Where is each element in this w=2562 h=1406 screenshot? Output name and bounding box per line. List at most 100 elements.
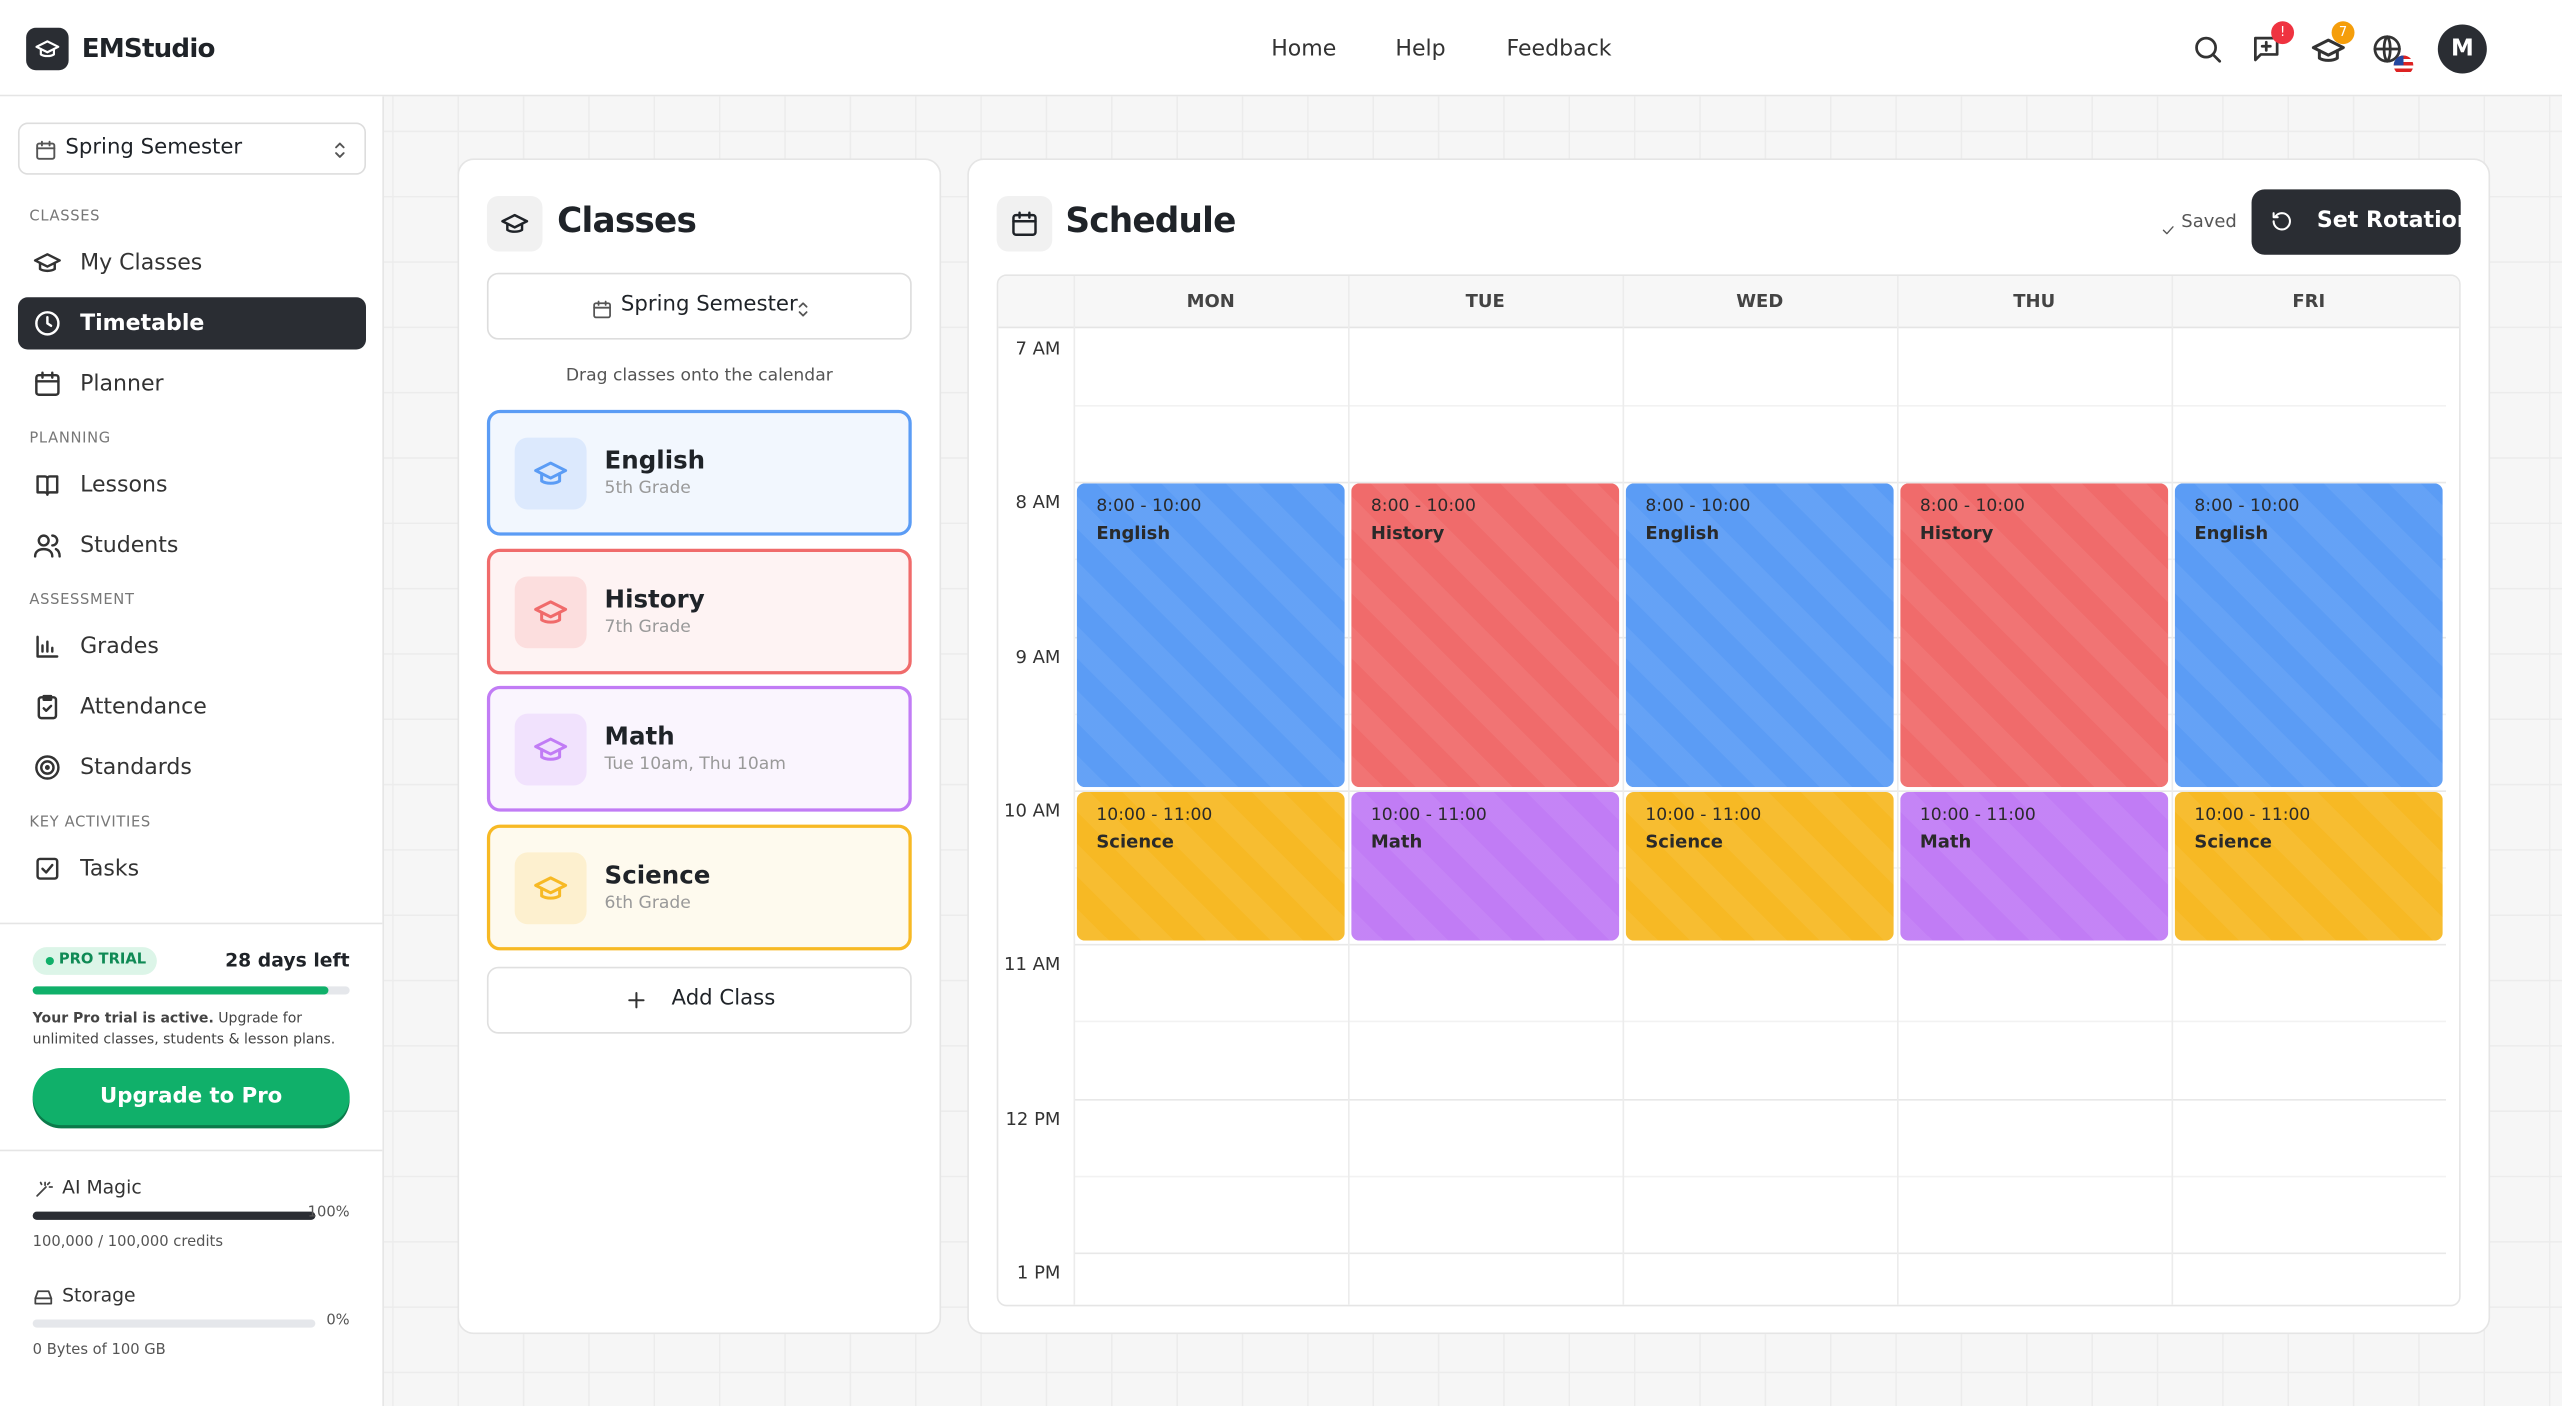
event-block[interactable]: 10:00 - 11:00 Math (1351, 791, 1620, 941)
nav-icon (33, 369, 62, 405)
event-block[interactable]: 10:00 - 11:00 Science (1625, 791, 1894, 941)
hour-line (1073, 482, 2446, 484)
language-icon[interactable] (2371, 33, 2404, 72)
nav-item[interactable]: Tasks (18, 843, 366, 895)
saved-status: Saved (2181, 210, 2237, 232)
usage-detail: 100,000 / 100,000 credits (32, 1234, 223, 1251)
usage-detail: 0 Bytes of 100 GB (32, 1342, 166, 1359)
event-time: 8:00 - 10:00 (1370, 496, 1476, 517)
sidebar: Spring Semester CLASSES My Classes Timetabl… (0, 96, 384, 1406)
event-name: History (1370, 523, 1445, 545)
day-line (2171, 275, 2174, 1305)
nav-icon (33, 692, 62, 728)
section-label: PLANNING (29, 431, 111, 448)
class-card[interactable]: Science 6th Grade (486, 823, 912, 950)
nav-link[interactable]: Help (1395, 35, 1446, 63)
nav-item[interactable]: Standards (18, 741, 366, 793)
check-icon (2160, 214, 2176, 245)
class-icon (514, 437, 587, 510)
event-block[interactable]: 8:00 - 10:00 History (1351, 483, 1620, 787)
event-time: 10:00 - 11:00 (1919, 804, 2036, 825)
usage-icon (33, 1176, 54, 1207)
classes-icon[interactable] (2310, 33, 2346, 75)
event-block[interactable]: 8:00 - 10:00 English (1625, 483, 1894, 787)
header: EMStudio Home Help Feedback! 7 M (0, 0, 2562, 97)
nav-item[interactable]: Lessons (18, 459, 366, 511)
nav-item[interactable]: Students (18, 519, 366, 571)
usage-percent: 100% (307, 1205, 350, 1222)
trial-note: Your Pro trial is active. Upgrade for un… (33, 1009, 360, 1051)
nav-icon (33, 531, 62, 567)
event-name: Science (1645, 831, 1723, 853)
nav-icon (33, 248, 62, 284)
nav-label: Grades (80, 633, 159, 660)
day-label: THU (2013, 290, 2056, 312)
event-time: 8:00 - 10:00 (1096, 496, 1202, 517)
event-time: 8:00 - 10:00 (1919, 496, 2025, 517)
event-block[interactable]: 10:00 - 11:00 Science (1076, 791, 1345, 941)
class-icon (514, 575, 587, 648)
semester-select[interactable]: Spring Semester (17, 122, 367, 175)
event-name: English (1096, 523, 1171, 545)
nav-item[interactable]: Planner (18, 358, 366, 410)
nav-label: Standards (80, 754, 192, 781)
nav-label: My Classes (80, 249, 203, 276)
nav-link[interactable]: Feedback (1506, 35, 1612, 63)
event-block[interactable]: 8:00 - 10:00 English (1076, 483, 1345, 787)
nav-link[interactable]: Home (1271, 35, 1337, 63)
panel-title: Schedule (1065, 200, 1236, 241)
event-block[interactable]: 8:00 - 10:00 English (2174, 483, 2443, 787)
avatar[interactable]: M (2437, 24, 2487, 74)
logo[interactable] (26, 27, 69, 71)
event-name: Math (1919, 831, 1972, 853)
hour-line (1073, 1252, 2446, 1254)
schedule-grid: 7 AM 8 AM 9 AM 10 AM 11 AM 12 PM 1 PM MON 8:00 -… (996, 274, 2461, 1307)
class-name: English (604, 445, 706, 476)
event-block[interactable]: 8:00 - 10:00 History (1900, 483, 2169, 787)
class-icon (514, 713, 587, 786)
nav-label: Tasks (80, 855, 140, 882)
time-label: 1 PM (1016, 1261, 1061, 1284)
time-label: 8 AM (1015, 492, 1061, 514)
search-icon[interactable] (2191, 33, 2224, 72)
event-block[interactable]: 10:00 - 11:00 Science (2174, 791, 2443, 941)
event-block[interactable]: 10:00 - 11:00 Math (1900, 791, 2169, 941)
chevrons (792, 296, 813, 327)
nav-item[interactable]: My Classes (18, 237, 366, 289)
half-hour-line (1073, 1175, 2446, 1177)
event-name: Math (1370, 831, 1423, 853)
time-label: 10 AM (1004, 799, 1061, 822)
rotate-icon (2270, 209, 2295, 240)
upgrade-button[interactable]: Upgrade to Pro (32, 1067, 350, 1126)
nav-item[interactable]: Attendance (18, 681, 366, 733)
panel-icon (996, 195, 1053, 252)
event-time: 8:00 - 10:00 (1645, 496, 1751, 517)
class-card[interactable]: Math Tue 10am, Thu 10am (486, 685, 912, 812)
nav-label: Timetable (80, 310, 205, 337)
hint: Drag classes onto the calendar (565, 365, 833, 386)
time-label: 12 PM (1005, 1107, 1061, 1130)
class-card[interactable]: English 5th Grade (486, 409, 912, 536)
class-subtitle: 5th Grade (604, 478, 691, 499)
semester-select[interactable]: Spring Semester (486, 272, 912, 340)
day-line (1347, 275, 1350, 1305)
nav-icon (33, 470, 62, 506)
brand[interactable]: EMStudio (81, 32, 216, 64)
set-rotation-label: Set Rotation (2316, 207, 2473, 234)
section-label: ASSESSMENT (29, 592, 135, 610)
chevrons (328, 137, 351, 168)
class-card[interactable]: History 7th Grade (486, 547, 912, 674)
event-time: 10:00 - 11:00 (1370, 804, 1487, 825)
trial-badge: PRO TRIAL (32, 947, 158, 975)
nav-item[interactable]: Timetable (17, 297, 367, 350)
class-name: History (604, 583, 705, 614)
notification-badge: 7 (2331, 21, 2355, 45)
usage-label: Storage (62, 1283, 136, 1307)
nav-icon (33, 632, 62, 668)
add-class-button[interactable]: Add Class (486, 966, 912, 1034)
nav-item[interactable]: Grades (18, 621, 366, 673)
event-time: 10:00 - 11:00 (1096, 804, 1213, 825)
class-name: Science (604, 859, 711, 890)
set-rotation-button[interactable]: Set Rotation (2251, 189, 2473, 255)
